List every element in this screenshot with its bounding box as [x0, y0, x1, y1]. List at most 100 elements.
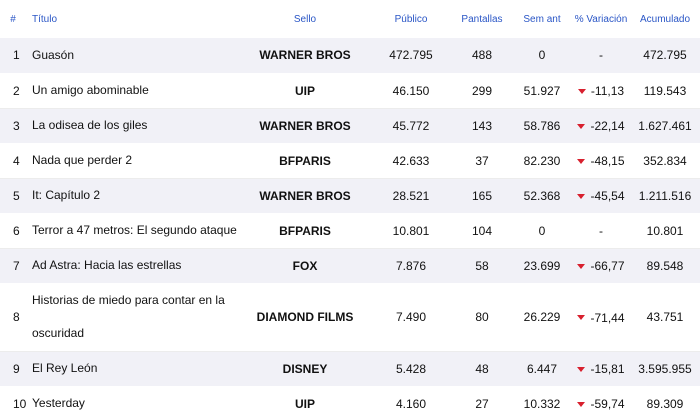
cell-title: La odisea de los giles	[26, 108, 240, 144]
cell-title: El Rey León	[26, 351, 240, 387]
cell-title: Un amigo abominable	[26, 73, 240, 109]
cell-num: 9	[0, 351, 26, 387]
variation-wrapper: -59,74	[577, 397, 625, 412]
header-screens[interactable]: Pantallas	[461, 13, 503, 25]
cell-public: 10.801	[370, 213, 452, 249]
cell-public: 7.876	[370, 248, 452, 284]
cell-variation: -59,74	[572, 386, 630, 420]
variation-value: -71,44	[590, 310, 625, 325]
cell-label: UIP	[240, 73, 370, 109]
cell-accumulated: 1.627.461	[630, 108, 700, 144]
table-header: # Título Sello Público Pantallas Sem ant…	[0, 0, 700, 38]
table-row: 6 Terror a 47 metros: El segundo ataque BF…	[0, 213, 700, 249]
table-body: 1 Guasón WARNER BROS 472.795 488 0-472.795 2 Un…	[0, 38, 700, 420]
cell-title: Guasón	[26, 38, 240, 74]
cell-prev-week: 82.230	[512, 143, 572, 179]
header-row: # Título Sello Público Pantallas Sem ant…	[0, 0, 700, 38]
variation-value: -11,13	[590, 84, 625, 99]
cell-label: BFPARIS	[240, 143, 370, 179]
cell-num: 3	[0, 108, 26, 144]
cell-public: 4.160	[370, 386, 452, 420]
cell-variation: -48,15	[572, 143, 630, 179]
cell-public: 45.772	[370, 108, 452, 144]
cell-variation: -	[572, 213, 630, 249]
variation-value: -	[599, 223, 603, 238]
trend-down-icon	[577, 366, 586, 372]
variation-wrapper: -22,14	[577, 119, 625, 134]
cell-title: Terror a 47 metros: El segundo ataque	[26, 213, 240, 249]
header-label[interactable]: Sello	[293, 13, 317, 25]
table-row: 7 Ad Astra: Hacia las estrellas FOX 7.876 58…	[0, 248, 700, 284]
cell-label: WARNER BROS	[240, 178, 370, 214]
cell-prev-week: 26.229	[512, 283, 572, 352]
cell-prev-week: 51.927	[512, 73, 572, 109]
cell-variation: -66,77	[572, 248, 630, 284]
variation-wrapper: -66,77	[577, 259, 625, 274]
cell-label: DISNEY	[240, 351, 370, 387]
header-prev-week[interactable]: Sem ant	[523, 13, 561, 25]
cell-variation: -22,14	[572, 108, 630, 144]
trend-down-icon	[577, 263, 586, 269]
cell-num: 6	[0, 213, 26, 249]
header-title[interactable]: Título	[32, 13, 58, 25]
trend-down-icon	[577, 315, 586, 321]
cell-num: 2	[0, 73, 26, 109]
cell-accumulated: 352.834	[630, 143, 700, 179]
cell-variation: -45,54	[572, 178, 630, 214]
table-row: 1 Guasón WARNER BROS 472.795 488 0-472.795	[0, 38, 700, 74]
trend-down-icon	[577, 193, 586, 199]
cell-variation: -	[572, 38, 630, 74]
cell-num: 10	[0, 386, 26, 420]
cell-num: 4	[0, 143, 26, 179]
variation-wrapper: -48,15	[577, 154, 625, 168]
cell-screens: 48	[452, 351, 512, 387]
table-row: 5 It: Capítulo 2 WARNER BROS 28.521 165 52.36…	[0, 178, 700, 214]
cell-num: 5	[0, 178, 26, 214]
cell-prev-week: 0	[512, 38, 572, 74]
trend-down-icon	[577, 88, 586, 94]
variation-value: -66,77	[590, 259, 625, 274]
variation-value: -59,74	[590, 397, 625, 412]
cell-public: 28.521	[370, 178, 452, 214]
variation-wrapper: -	[599, 224, 603, 238]
cell-label: DIAMOND FILMS	[240, 283, 370, 352]
cell-screens: 58	[452, 248, 512, 284]
variation-value: -45,54	[590, 189, 625, 204]
cell-accumulated: 472.795	[630, 38, 700, 74]
variation-value: -15,81	[590, 362, 625, 377]
variation-wrapper: -11,13	[577, 84, 625, 99]
header-variation[interactable]: % Variación	[574, 13, 628, 25]
table-row: 4 Nada que perder 2 BFPARIS 42.633 37 82.230 -…	[0, 143, 700, 179]
table-row: 2 Un amigo abominable UIP 46.150 299 51.927 -1…	[0, 73, 700, 109]
cell-title: Nada que perder 2	[26, 143, 240, 179]
cell-prev-week: 58.786	[512, 108, 572, 144]
cell-screens: 104	[452, 213, 512, 249]
cell-label: BFPARIS	[240, 213, 370, 249]
header-public[interactable]: Público	[394, 13, 428, 25]
variation-value: -	[599, 48, 603, 63]
cell-variation: -11,13	[572, 73, 630, 109]
cell-accumulated: 119.543	[630, 73, 700, 109]
table-row: 8 Historias de miedo para contar en la os…	[0, 283, 700, 352]
cell-screens: 488	[452, 38, 512, 74]
trend-down-icon	[577, 158, 586, 164]
cell-screens: 299	[452, 73, 512, 109]
cell-prev-week: 52.368	[512, 178, 572, 214]
variation-wrapper: -71,44	[577, 310, 625, 325]
cell-accumulated: 10.801	[630, 213, 700, 249]
cell-public: 46.150	[370, 73, 452, 109]
cell-accumulated: 89.309	[630, 386, 700, 420]
cell-public: 42.633	[370, 143, 452, 179]
header-num[interactable]: #	[10, 13, 16, 25]
cell-label: WARNER BROS	[240, 38, 370, 74]
cell-label: WARNER BROS	[240, 108, 370, 144]
header-accumulated[interactable]: Acumulado	[639, 13, 691, 25]
cell-accumulated: 1.211.516	[630, 178, 700, 214]
trend-down-icon	[577, 123, 586, 129]
table-row: 10 Yesterday UIP 4.160 27 10.332 -59,74 89.309	[0, 386, 700, 420]
variation-value: -22,14	[590, 119, 625, 134]
cell-title: Yesterday	[26, 386, 240, 420]
cell-screens: 27	[452, 386, 512, 420]
